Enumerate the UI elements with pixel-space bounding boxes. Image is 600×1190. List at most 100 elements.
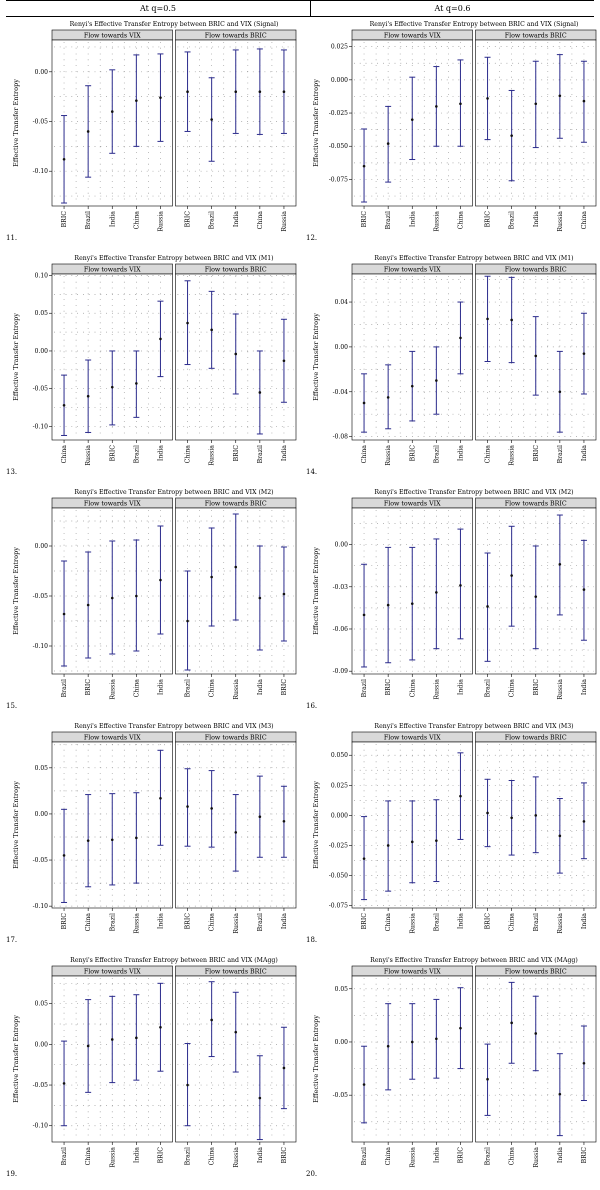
y-tick-label: -0.10 <box>33 643 49 650</box>
y-tick-label: 0.000 <box>331 77 348 84</box>
x-tick-label: Russia <box>433 679 440 700</box>
x-tick-label: Brazil <box>533 913 540 931</box>
mean-point <box>234 352 238 356</box>
mean-point <box>386 396 390 399</box>
y-tick-label: 0.10 <box>35 273 49 280</box>
x-tick-label: BRIC <box>281 1147 288 1164</box>
x-tick-label: Russia <box>157 211 164 232</box>
mean-point <box>386 1044 390 1048</box>
x-tick-label: Russia <box>509 445 516 466</box>
x-tick-label: India <box>281 445 288 461</box>
y-tick-label: -0.075 <box>329 176 348 183</box>
mean-point <box>410 840 414 844</box>
panel-bric: Flow towards BRIC Brazil China Russia India B… <box>175 497 297 700</box>
x-tick-label: Brazil <box>109 913 116 931</box>
panel-vix: Flow towards VIX Brazil China Russia India BR… <box>51 965 173 1168</box>
panel-bric: Flow towards BRIC BRIC Brazil India Russia Ch… <box>475 29 597 232</box>
mean-point <box>258 1096 262 1100</box>
mean-point <box>558 562 562 566</box>
x-tick-label: India <box>233 211 240 227</box>
mean-point <box>386 603 390 607</box>
mean-point <box>510 816 513 820</box>
y-tick-label: 0.00 <box>35 543 49 550</box>
mean-point <box>435 379 438 382</box>
x-tick-label: BRIC <box>281 679 288 696</box>
x-tick-label: China <box>61 445 68 464</box>
x-tick-label: China <box>85 913 92 932</box>
panel-strip-label: Flow towards BRIC <box>205 266 267 273</box>
y-tick-label: 0.00 <box>335 542 349 549</box>
x-tick-label: BRIC <box>361 211 368 228</box>
panel-bric: Flow towards BRIC BRIC Brazil India China Rus… <box>175 29 297 232</box>
mean-point <box>459 336 462 340</box>
y-tick-label: -0.075 <box>329 903 348 910</box>
mean-point <box>558 1092 562 1096</box>
panel-vix: Flow towards VIX China Russia BRIC Brazil Ind… <box>351 263 473 466</box>
x-tick-label: Brazil <box>361 1147 368 1165</box>
x-tick-label: Russia <box>557 211 564 232</box>
mean-point <box>510 1021 513 1025</box>
y-tick-label: 0.05 <box>35 1001 49 1008</box>
x-tick-label: China <box>133 211 140 230</box>
panel-bric: Flow towards BRIC BRIC China Brazil Russia In… <box>475 731 597 934</box>
mean-point <box>282 592 286 596</box>
y-tick-label: -0.05 <box>33 857 49 864</box>
mean-point <box>186 619 189 623</box>
panel-bric: Flow towards BRIC Brazil China BRIC Russia In… <box>475 497 597 700</box>
mean-point <box>62 1082 66 1085</box>
mean-point <box>558 94 562 98</box>
mean-point <box>110 596 114 600</box>
mean-point <box>534 354 538 358</box>
mean-point <box>282 1066 286 1070</box>
panel-strip-label: Flow towards VIX <box>384 734 441 741</box>
mean-point <box>362 1083 366 1086</box>
x-tick-label: China <box>509 1147 516 1166</box>
x-tick-label: Russia <box>233 913 240 934</box>
mean-point <box>534 814 538 817</box>
mean-point <box>62 854 66 857</box>
mean-point <box>486 605 489 608</box>
x-tick-label: India <box>533 211 540 227</box>
y-tick-label: 0.00 <box>335 1039 349 1046</box>
x-tick-label: Brazil <box>185 679 192 697</box>
x-tick-label: Brazil <box>557 445 564 463</box>
y-tick-label: -0.05 <box>33 119 49 126</box>
mean-point <box>459 102 462 106</box>
panel-bric: Flow towards BRIC BRIC China Russia Brazil In… <box>175 731 297 934</box>
chart-title: Renyi's Effective Transfer Entropy betwe… <box>374 255 573 262</box>
mean-point <box>435 1037 438 1041</box>
panel-strip-label: Flow towards BRIC <box>505 32 567 39</box>
x-tick-label: China <box>457 211 464 230</box>
mean-point <box>410 384 414 388</box>
mean-point <box>86 130 90 133</box>
mean-point <box>582 99 586 103</box>
chart-title: Renyi's Effective Transfer Entropy betwe… <box>374 489 573 496</box>
x-tick-label: India <box>257 679 264 695</box>
x-tick-label: Brazil <box>361 679 368 697</box>
panel-vix: Flow towards VIX Brazil BRIC Russia China Ind… <box>51 497 173 700</box>
y-axis-label: Effective Transfer Entropy <box>312 1015 320 1103</box>
x-tick-label: India <box>109 211 116 227</box>
panel-vix: Flow towards VIX BRIC Brazil India Russia Chi… <box>351 29 473 232</box>
chart-title: Renyi's Effective Transfer Entropy betwe… <box>374 723 573 730</box>
mean-point <box>159 796 162 800</box>
x-tick-label: Russia <box>557 679 564 700</box>
x-tick-label: Brazil <box>485 679 492 697</box>
x-tick-label: Brazil <box>209 211 216 229</box>
chart-20: Renyi's Effective Transfer Entropy betwe… <box>306 957 597 1178</box>
mean-point <box>210 1018 213 1022</box>
x-tick-label: Brazil <box>61 1147 68 1165</box>
panel-strip-label: Flow towards BRIC <box>505 968 567 975</box>
x-tick-label: Brazil <box>433 445 440 463</box>
x-tick-label: China <box>485 445 492 464</box>
mean-point <box>582 588 586 591</box>
mean-point <box>410 118 414 121</box>
chart-number: 13. <box>6 468 17 476</box>
mean-point <box>159 96 162 99</box>
x-tick-label: India <box>581 913 588 929</box>
mean-point <box>510 574 513 577</box>
chart-17: Renyi's Effective Transfer Entropy betwe… <box>6 723 297 944</box>
panel-vix: Flow towards VIX Brazil China Russia India BR… <box>351 965 473 1168</box>
x-tick-label: India <box>409 211 416 227</box>
